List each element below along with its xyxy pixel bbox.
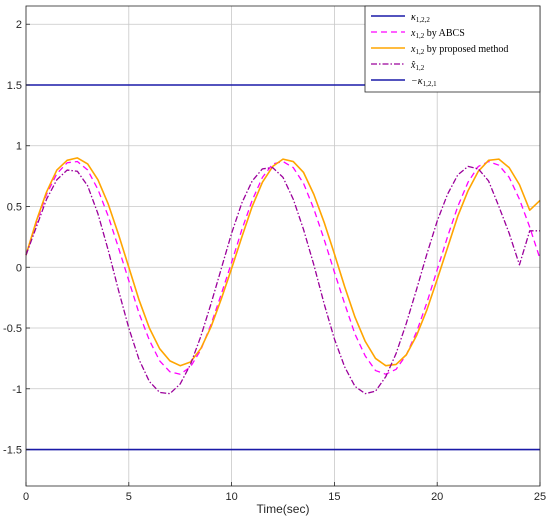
x-tick-label: 5 — [126, 491, 132, 503]
series-line-2 — [25, 157, 541, 367]
x-axis-ticks: 0 5 10 15 20 25 — [23, 482, 546, 503]
y-tick-label: 0.5 — [7, 202, 22, 214]
x-tick-label: 10 — [225, 491, 237, 503]
legend-box — [364, 5, 541, 93]
x-tick-label: 0 — [23, 491, 29, 503]
y-tick-label: -0.5 — [3, 323, 22, 335]
y-tick-label: -1 — [12, 384, 22, 396]
grid-lines — [25, 6, 541, 486]
x-tick-label: 25 — [534, 491, 546, 503]
y-axis-ticks: -1.5 -1 -0.5 0 0.5 1 1.5 2 — [3, 19, 30, 457]
axes-frame — [25, 5, 541, 487]
y-tick-label: 1 — [16, 141, 22, 153]
legend-entry-4: −κ1,2,1 — [411, 76, 437, 88]
y-tick-label: 2 — [16, 19, 22, 31]
legend-entry-2: x1,2 by proposed method — [410, 44, 508, 56]
y-tick-label: 0 — [16, 262, 22, 274]
x-axis-label: Time(sec) — [257, 502, 310, 516]
x-tick-label: 15 — [328, 491, 340, 503]
legend: κ1,2,2 x1,2 by ABCS x1,2 by proposed metho… — [364, 5, 541, 93]
x-tick-label: 20 — [431, 491, 443, 503]
axes-box — [25, 5, 541, 487]
y-tick-label: 1.5 — [7, 80, 22, 92]
legend-entry-3: x̂1,2 — [410, 60, 425, 72]
legend-entry-1: x1,2 by ABCS — [410, 28, 465, 40]
series-line-3 — [25, 165, 540, 395]
legend-entry-0: κ1,2,2 — [411, 12, 430, 24]
y-tick-label: -1.5 — [3, 445, 22, 457]
